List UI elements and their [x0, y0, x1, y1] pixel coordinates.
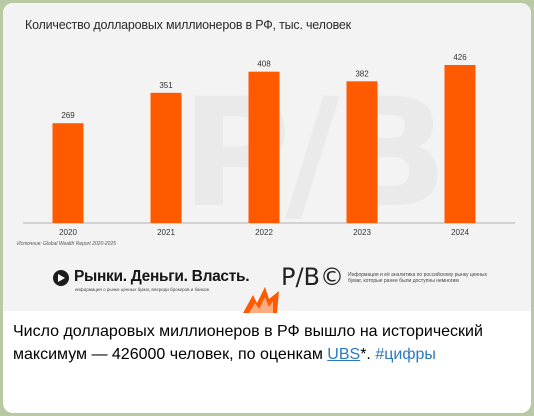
- x-tick-2024: 2024: [451, 228, 469, 237]
- bar-2020: [52, 123, 84, 223]
- brand-footer: Рынки. Деньги. Власть. информация о рынк…: [53, 263, 523, 300]
- bar-2023: [346, 81, 378, 224]
- hashtag-link[interactable]: #цифры: [375, 346, 436, 363]
- brand-name: Рынки. Деньги. Власть.: [74, 268, 250, 285]
- ubs-link[interactable]: UBS: [327, 346, 361, 363]
- post-image[interactable]: Количество долларовых миллионеров в РФ, …: [3, 3, 531, 313]
- source-note: Источник: Global Wealth Report 2020-2025: [17, 241, 117, 247]
- x-tick-2020: 2020: [59, 228, 77, 237]
- value-label-2020: 269: [61, 111, 75, 120]
- brand-tagline: информация о рынке ценных бумаг, впереди…: [75, 287, 209, 292]
- brand-info: Информация и её аналитика по российскому…: [348, 272, 488, 284]
- x-tick-2023: 2023: [353, 228, 371, 237]
- bar-chart: 269 2020 351 2021 408 2022 382 2023 426 2024: [23, 53, 515, 237]
- x-tick-2021: 2021: [157, 228, 175, 237]
- bar-2024: [444, 65, 476, 223]
- value-label-2024: 426: [453, 53, 467, 62]
- post-text: Число долларовых миллионеров в РФ вышло …: [13, 320, 518, 366]
- x-tick-2022: 2022: [255, 228, 273, 237]
- bar-2021: [150, 92, 182, 224]
- chart-title: Количество долларовых миллионеров в РФ, …: [25, 18, 351, 32]
- value-label-2022: 408: [257, 60, 271, 69]
- post-body: Число долларовых миллионеров в РФ вышло …: [13, 323, 483, 363]
- brand-mark: P/B©: [281, 263, 345, 291]
- flame-icon: [243, 287, 279, 313]
- value-label-2021: 351: [159, 81, 173, 90]
- bar-2022: [248, 71, 280, 223]
- post-asterisk: *.: [360, 346, 376, 363]
- channel-post: Количество долларовых миллионеров в РФ, …: [3, 3, 531, 413]
- telegram-icon: [53, 270, 69, 286]
- value-label-2023: 382: [355, 69, 369, 78]
